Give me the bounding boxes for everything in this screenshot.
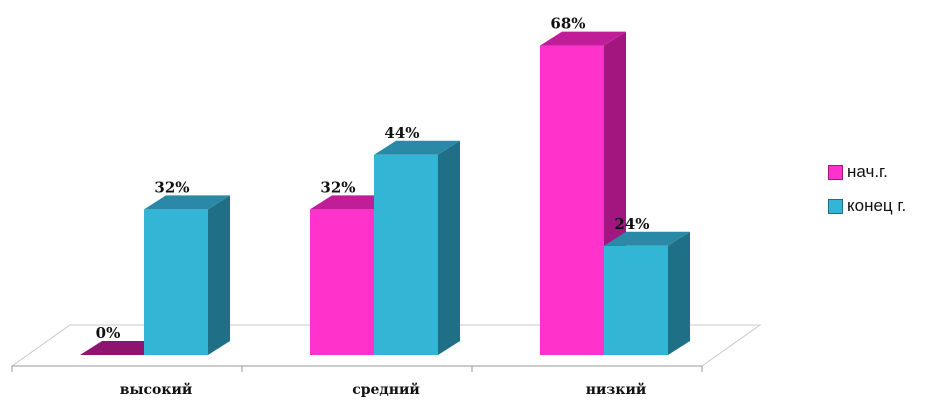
bar-top bbox=[540, 31, 626, 46]
data-labels-layer: 0% 32% 32% 44% 68% 24% bbox=[96, 15, 650, 342]
bar-front bbox=[144, 209, 208, 355]
bar-front bbox=[310, 209, 374, 355]
legend-item-end: конец г. bbox=[828, 194, 906, 218]
bar-front bbox=[540, 45, 604, 355]
bar-front bbox=[604, 245, 668, 355]
data-label: 24% bbox=[614, 215, 649, 233]
data-label: 32% bbox=[154, 178, 189, 196]
category-label: высокий bbox=[120, 381, 193, 398]
legend-label-end: конец г. bbox=[847, 196, 907, 215]
legend-label-start: нач.г. bbox=[847, 162, 888, 181]
bar bbox=[604, 231, 690, 355]
bar-side bbox=[668, 231, 690, 355]
category-label: низкий bbox=[586, 381, 646, 398]
data-label: 32% bbox=[320, 178, 355, 196]
category-labels-layer: высокий средний низкий bbox=[120, 381, 646, 398]
bar bbox=[144, 195, 230, 355]
data-label: 68% bbox=[550, 15, 585, 33]
bar-side bbox=[208, 195, 230, 355]
data-label: 0% bbox=[96, 324, 121, 342]
legend: нач.г. конец г. bbox=[828, 160, 906, 228]
legend-item-start: нач.г. bbox=[828, 160, 906, 184]
legend-swatch-start bbox=[828, 164, 843, 180]
category-label: средний bbox=[352, 381, 420, 398]
bar bbox=[374, 140, 460, 355]
bar-top bbox=[144, 195, 230, 210]
bar-side bbox=[438, 140, 460, 355]
legend-swatch-end bbox=[828, 198, 843, 214]
bars-layer bbox=[80, 31, 690, 355]
bar-front bbox=[374, 154, 438, 355]
bar-top bbox=[374, 140, 460, 155]
bar-top bbox=[604, 231, 690, 246]
data-label: 44% bbox=[384, 124, 419, 142]
